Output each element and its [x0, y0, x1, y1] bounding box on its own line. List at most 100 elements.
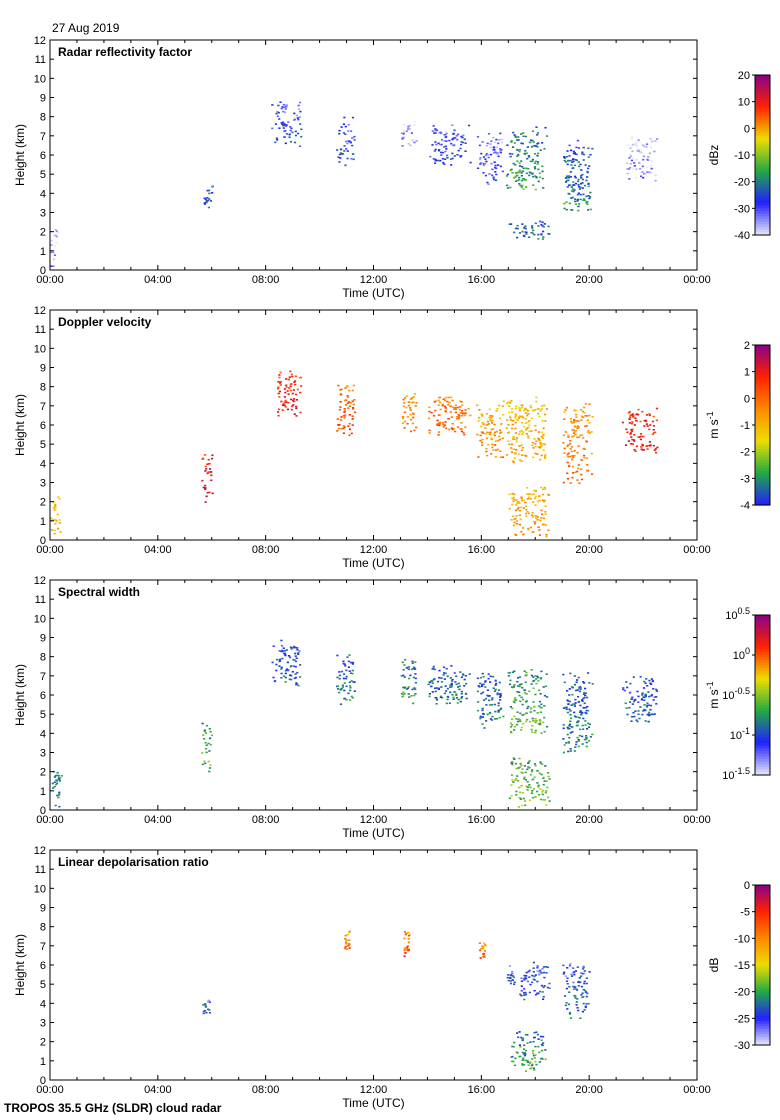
echo-cell [519, 459, 522, 461]
echo-cell [536, 132, 539, 134]
echo-cell [407, 128, 410, 130]
echo-cell [495, 152, 498, 154]
echo-cell [527, 167, 530, 170]
echo-cell [411, 688, 414, 691]
echo-cell [580, 182, 583, 185]
echo-cell [515, 174, 518, 177]
colorbar-swatch [755, 232, 770, 236]
echo-cell [536, 790, 539, 793]
echo-cell [509, 982, 512, 985]
colorbar-tick-label: -10 [734, 933, 750, 945]
echo-cell [477, 456, 480, 458]
echo-cell [522, 132, 525, 134]
echo-cell [581, 699, 584, 701]
echo-cell [538, 793, 541, 796]
echo-cell [339, 392, 342, 395]
echo-cell [576, 139, 579, 142]
echo-cell [538, 176, 541, 179]
echo-cell [413, 121, 416, 123]
echo-cell [501, 405, 504, 407]
echo-cell [527, 1064, 530, 1066]
echo-cell [53, 785, 56, 788]
echo-cell [537, 180, 540, 183]
echo-cell [652, 699, 655, 701]
colorbar-swatch [755, 96, 770, 100]
echo-cell [539, 441, 542, 444]
echo-cell [351, 663, 354, 665]
echo-cell [300, 135, 303, 138]
echo-cell [296, 648, 299, 651]
echo-cell [288, 678, 291, 681]
echo-cell [528, 991, 531, 994]
echo-cell [210, 734, 213, 737]
echo-cell [533, 1057, 536, 1059]
colorbar-swatch [755, 647, 770, 651]
echo-cell [635, 719, 638, 721]
echo-cell [206, 472, 209, 475]
echo-cell [276, 115, 279, 117]
echo-cell [541, 170, 544, 173]
echo-cell [278, 376, 281, 379]
echo-cell [541, 493, 545, 496]
echo-cell [565, 708, 568, 710]
echo-cell [513, 521, 516, 524]
echo-cell [582, 199, 585, 201]
echo-cell [485, 447, 488, 450]
echo-cell [577, 161, 580, 163]
echo-cell [524, 1070, 528, 1072]
echo-cell [578, 203, 581, 205]
echo-cell [288, 133, 291, 135]
colorbar-tick-label: -10 [734, 150, 750, 162]
echo-cell [541, 991, 544, 993]
echo-cell [546, 966, 550, 969]
echo-cell [588, 682, 591, 684]
echo-cell [207, 999, 210, 1002]
x-axis-label: Time (UTC) [342, 286, 404, 300]
echo-cell [443, 163, 446, 165]
echo-cell [532, 1050, 535, 1052]
colorbar-swatch [755, 665, 770, 669]
echo-cell [508, 493, 511, 496]
echo-cell [570, 446, 574, 448]
echo-cell [633, 434, 636, 436]
echo-cell [577, 467, 580, 470]
echo-cell [513, 701, 516, 704]
colorbar-tick-label: -2 [740, 447, 750, 459]
echo-cell [407, 686, 410, 688]
echo-cell [409, 409, 412, 411]
echo-cell [442, 674, 445, 676]
colorbar-swatch [755, 229, 770, 233]
echo-feature [400, 121, 418, 147]
colorbar-swatch [755, 885, 770, 889]
echo-cell [528, 430, 531, 433]
echo-cell [490, 428, 493, 431]
echo-feature [271, 101, 303, 147]
echo-cell [289, 385, 292, 387]
echo-cell [278, 127, 281, 129]
echo-cell [522, 178, 526, 180]
echo-cell [576, 724, 579, 727]
echo-cell [485, 424, 488, 426]
echo-cell [587, 726, 591, 728]
colorbar-tick-label: 100.5 [725, 606, 750, 622]
echo-cell [564, 161, 567, 163]
echo-cell [516, 1032, 519, 1034]
echo-cell [204, 501, 207, 503]
echo-cell [480, 441, 484, 444]
echo-cell [478, 686, 481, 688]
echo-cell [631, 413, 634, 415]
echo-cell [352, 403, 355, 406]
data-layer [51, 639, 658, 808]
echo-cell [274, 680, 277, 682]
echo-cell [439, 131, 442, 134]
echo-cell [545, 790, 548, 792]
echo-cell [204, 1003, 207, 1005]
echo-cell [53, 776, 56, 778]
echo-cell [567, 436, 570, 438]
echo-cell [481, 422, 484, 424]
echo-cell [510, 168, 513, 171]
echo-cell [444, 410, 447, 413]
echo-cell [523, 426, 526, 428]
echo-cell [488, 433, 491, 436]
y-axis-label: Height (km) [13, 394, 27, 456]
